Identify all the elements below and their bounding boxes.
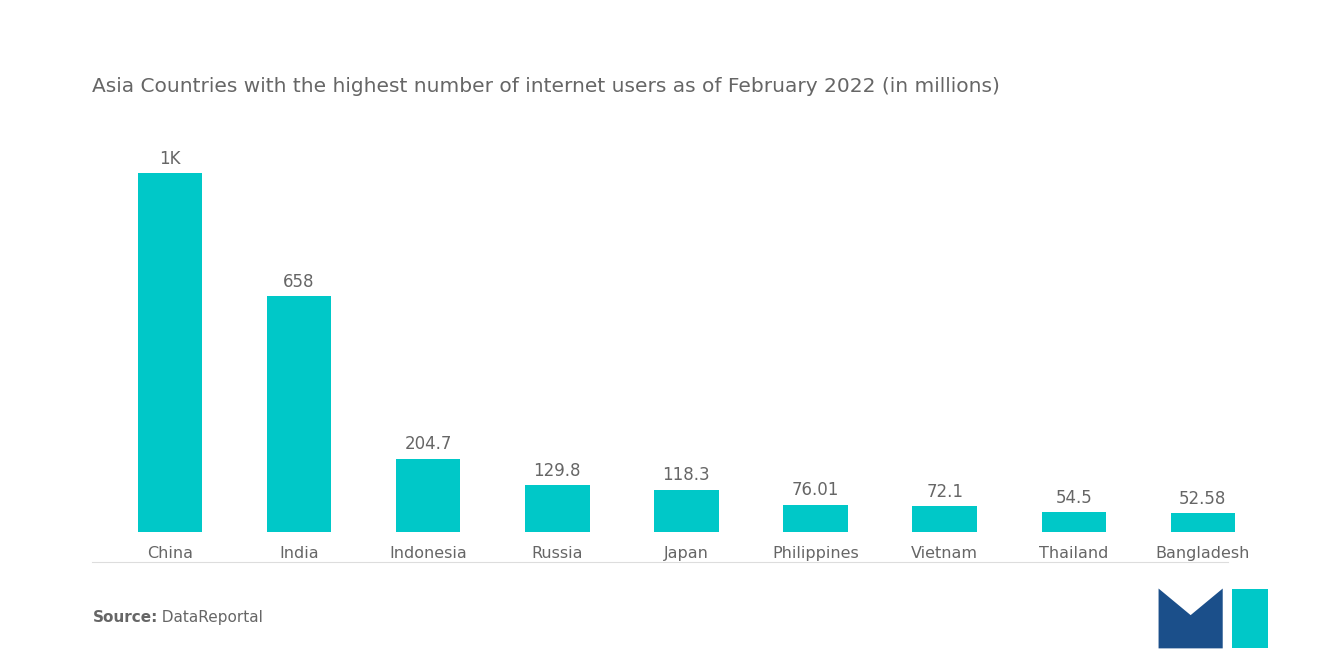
Text: 1K: 1K	[160, 150, 181, 168]
Bar	[396, 459, 461, 532]
Bar	[1171, 513, 1236, 532]
Bar	[137, 174, 202, 532]
Text: Source:: Source:	[92, 610, 158, 625]
Text: 658: 658	[284, 273, 314, 291]
Bar	[525, 485, 590, 532]
Bar	[912, 506, 977, 532]
Text: 72.1: 72.1	[927, 483, 964, 501]
Text: DataReportal: DataReportal	[152, 610, 263, 625]
Polygon shape	[1159, 589, 1222, 648]
Text: 52.58: 52.58	[1179, 489, 1226, 508]
Bar	[267, 296, 331, 532]
Bar	[783, 505, 847, 532]
Text: 76.01: 76.01	[792, 481, 840, 499]
Text: Asia Countries with the highest number of internet users as of February 2022 (in: Asia Countries with the highest number o…	[92, 77, 1001, 96]
Bar	[1041, 513, 1106, 532]
Text: 118.3: 118.3	[663, 466, 710, 484]
Polygon shape	[1233, 589, 1267, 648]
Text: 204.7: 204.7	[404, 435, 451, 454]
Bar	[655, 489, 718, 532]
Text: 129.8: 129.8	[533, 462, 581, 480]
Text: 54.5: 54.5	[1056, 489, 1092, 507]
